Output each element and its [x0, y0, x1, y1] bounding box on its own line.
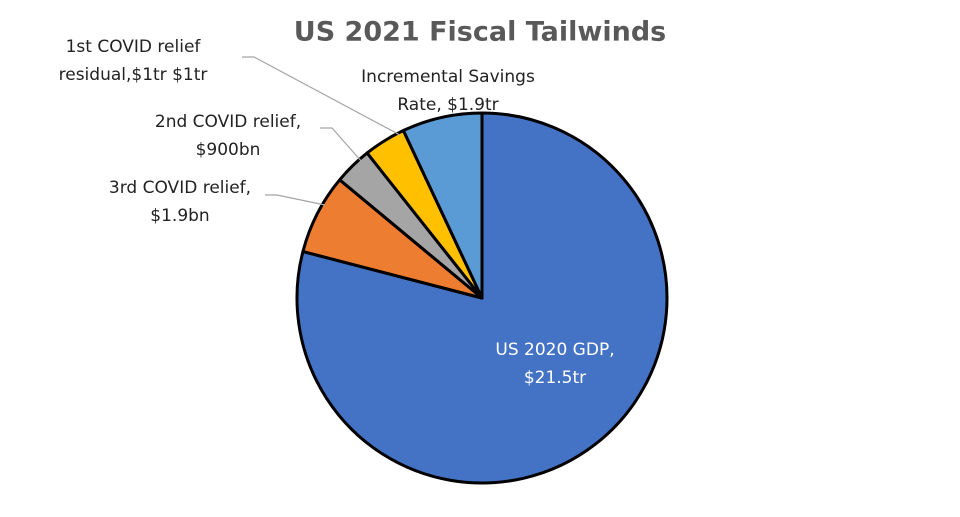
- data-label: $1.9bn: [150, 206, 209, 226]
- pie-slice: [401, 111, 484, 300]
- data-label: 3rd COVID relief,: [109, 178, 251, 198]
- data-label: 1st COVID relief: [66, 37, 202, 57]
- chart-title: US 2021 Fiscal Tailwinds: [294, 17, 666, 48]
- data-label: Rate, $1.9tr: [397, 95, 498, 115]
- data-label: $900bn: [196, 140, 261, 160]
- data-label: 2nd COVID relief,: [155, 112, 301, 132]
- data-label: residual,$1tr $1tr: [59, 65, 208, 85]
- data-label: Incremental Savings: [361, 67, 535, 87]
- data-label: US 2020 GDP,: [495, 340, 614, 360]
- data-label: $21.5tr: [524, 368, 586, 388]
- leader-line: [242, 56, 401, 136]
- leader-line: [320, 127, 363, 163]
- leader-line: [265, 194, 326, 206]
